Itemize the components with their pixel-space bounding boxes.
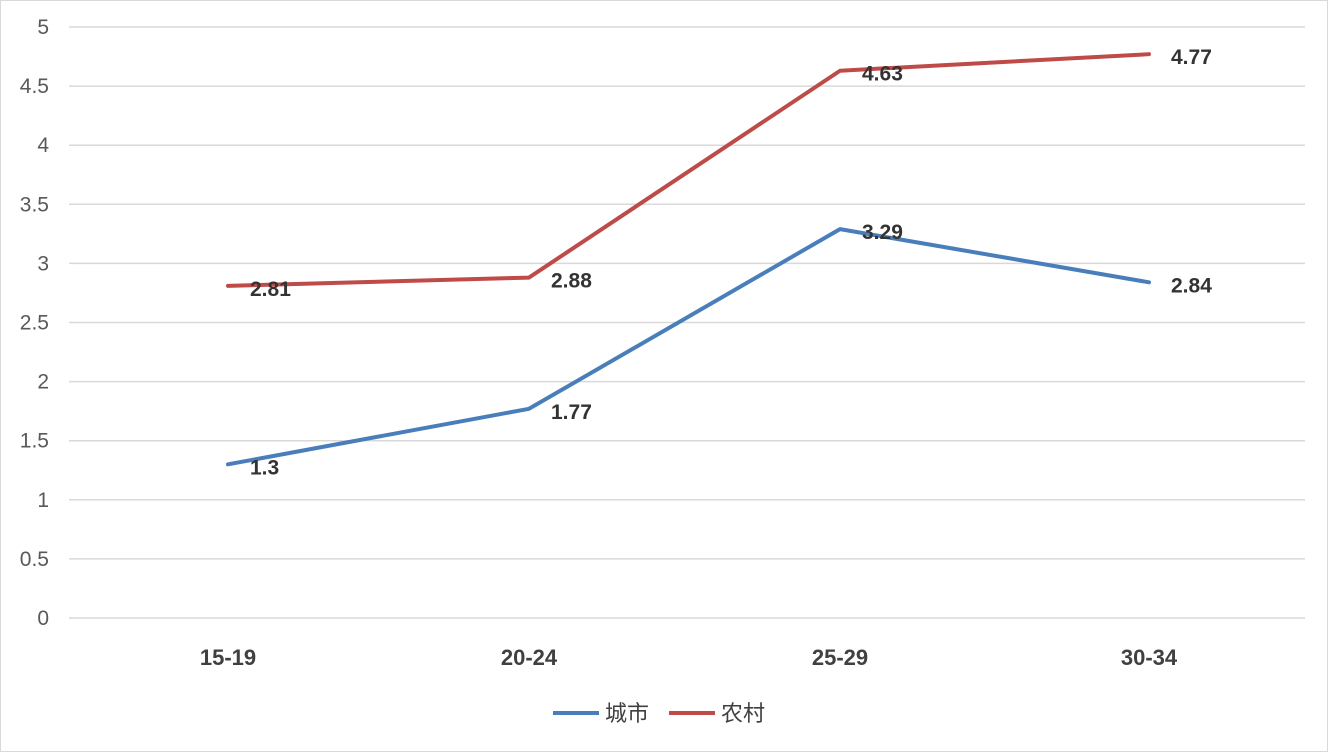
data-label: 4.77 [1171,46,1212,69]
x-tick-label: 15-19 [200,645,256,670]
data-label: 1.77 [551,401,592,424]
y-axis-tick-labels: 0 0.5 1 1.5 2 2.5 3 3.5 4 4.5 5 [20,16,50,630]
x-tick-label: 25-29 [812,645,868,670]
x-tick-label: 20-24 [501,645,558,670]
y-tick-label: 4 [37,134,49,157]
data-label: 1.3 [250,456,279,479]
data-label: 3.29 [862,221,903,244]
y-tick-label: 2.5 [20,312,49,335]
y-tick-label: 1 [37,489,49,512]
y-tick-label: 2 [37,371,49,394]
series-line-1 [226,52,1151,288]
series-lines [226,52,1151,467]
y-tick-label: 4.5 [20,75,49,98]
x-axis-tick-labels: 15-19 20-24 25-29 30-34 [200,645,1178,670]
y-tick-label: 1.5 [20,430,49,453]
data-label: 4.63 [862,63,903,86]
data-labels: 1.3 1.77 3.29 2.84 2.81 2.88 4.63 4.77 [250,46,1212,479]
y-tick-label: 0.5 [20,548,49,571]
y-tick-label: 3 [37,252,49,275]
y-tick-label: 0 [37,607,49,630]
y-tick-label: 5 [37,16,49,39]
series-line-0 [226,227,1151,467]
data-label: 2.84 [1171,274,1212,297]
legend-label: 城市 [605,702,649,727]
data-label: 2.88 [551,270,592,293]
y-tick-label: 3.5 [20,193,49,216]
legend-label: 农村 [721,702,765,727]
legend: 城市 农村 [553,702,765,727]
gridlines [69,26,1305,619]
x-tick-label: 30-34 [1121,645,1178,670]
data-label: 2.81 [250,278,291,301]
